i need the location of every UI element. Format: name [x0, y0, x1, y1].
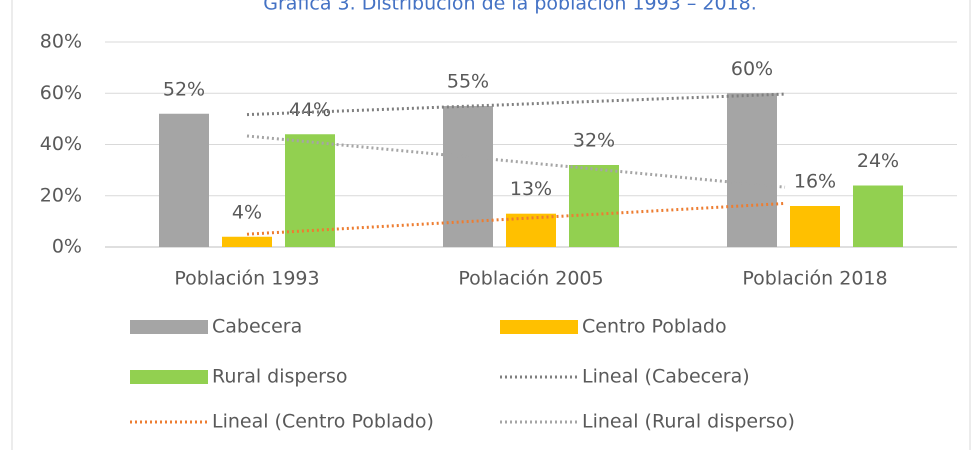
data-label: 4%	[232, 201, 262, 223]
data-label: 55%	[447, 71, 489, 93]
trendline	[246, 134, 786, 189]
y-tick-label: 0%	[52, 236, 82, 258]
x-tick-label: Población 2018	[742, 268, 887, 290]
data-label: 16%	[794, 171, 836, 193]
bar	[159, 113, 209, 247]
data-label: 32%	[573, 130, 615, 152]
x-tick-label: Población 1993	[174, 268, 319, 290]
legend-label: Cabecera	[212, 316, 302, 338]
legend-label: Rural disperso	[212, 366, 348, 388]
legend-label: Lineal (Centro Poblado)	[212, 411, 434, 433]
bar	[222, 236, 272, 247]
legend-swatch	[500, 320, 578, 334]
x-tick-label: Población 2005	[458, 268, 603, 290]
data-label: 60%	[731, 58, 773, 80]
chart-title: Gráfica 3. Distribución de la población …	[263, 0, 757, 15]
bar	[727, 93, 777, 247]
legend-label: Lineal (Rural disperso)	[582, 411, 795, 433]
legend-label: Lineal (Cabecera)	[582, 366, 750, 388]
data-label: 52%	[163, 78, 205, 100]
y-tick-label: 20%	[40, 184, 82, 206]
y-tick-label: 60%	[40, 82, 82, 104]
legend-swatch	[130, 320, 208, 334]
y-tick-label: 40%	[40, 133, 82, 155]
bar	[443, 106, 493, 247]
bar	[853, 185, 903, 247]
legend-label: Centro Poblado	[582, 316, 727, 338]
legend-swatch	[130, 370, 208, 384]
y-tick-label: 80%	[40, 31, 82, 53]
data-label: 44%	[289, 99, 331, 121]
data-label: 13%	[510, 178, 552, 200]
bar	[569, 165, 619, 247]
bar	[506, 213, 556, 247]
bar	[790, 206, 840, 247]
data-label: 24%	[857, 150, 899, 172]
bar	[285, 134, 335, 247]
